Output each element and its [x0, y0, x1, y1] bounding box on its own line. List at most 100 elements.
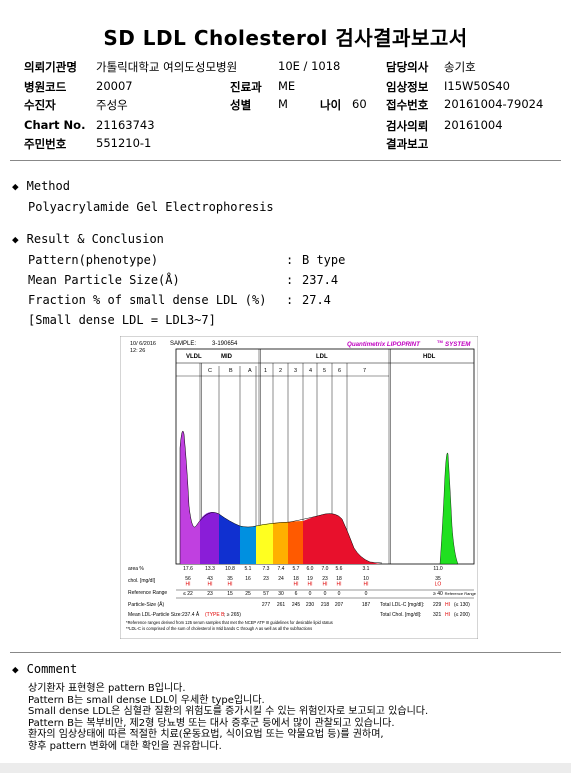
method-heading-text: Method — [26, 179, 70, 193]
band-label-1: 1 — [264, 368, 267, 374]
ref-value: 0 — [338, 591, 341, 597]
band-c — [200, 512, 219, 564]
result-colon: : — [286, 273, 294, 287]
trace-line — [179, 430, 383, 564]
footnote-2: **LDL-C is comprised of the sum of chole… — [126, 626, 312, 631]
area-value: 7.4 — [278, 566, 285, 572]
area-value: 10.8 — [225, 566, 235, 572]
dept-label: 진료과 — [230, 80, 262, 94]
chol-value: 43 — [207, 576, 213, 582]
result-heading-text: Result & Conclusion — [26, 232, 164, 246]
row-area-label: area % — [128, 566, 144, 572]
inst-value: 가톨릭대학교 여의도성모병원 — [96, 60, 238, 74]
ref-value: 6 — [295, 591, 298, 597]
chol-value: 10 — [363, 576, 369, 582]
particle-columns: 277 261 245 230 218 207 187 — [262, 602, 371, 608]
age-label: 나이 — [320, 98, 342, 112]
group-hdl: HDL — [423, 354, 436, 360]
method-heading: ◆ Method — [12, 179, 70, 193]
row-ref-label: Reference Range — [128, 590, 167, 596]
total-chol-value: 321 — [433, 612, 442, 618]
group-mid: MID — [221, 354, 233, 360]
band-label-c: C — [208, 368, 212, 374]
band-a — [240, 526, 256, 564]
chol-value: 23 — [263, 576, 269, 582]
recv-value: 20161004-79024 — [444, 97, 544, 111]
comment-line: Pattern B는 small dense LDL이 우세한 type입니다. — [28, 694, 265, 706]
ref-value: 0 — [324, 591, 327, 597]
mean-ldl-type: (TYPE B — [205, 612, 225, 618]
particle-size-value: 230 — [306, 602, 315, 608]
group-ldl: LDL — [316, 354, 328, 360]
band-label-a: A — [248, 368, 252, 374]
ref-value: 57 — [263, 591, 269, 597]
group-vldl: VLDL — [186, 354, 202, 360]
area-value: 13.3 — [205, 566, 215, 572]
result-note: [Small dense LDL = LDL3~7] — [28, 313, 216, 327]
area-value: 11.0 — [433, 566, 443, 572]
result-label-size: Mean Particle Size(Å) — [28, 273, 180, 287]
rrn-label: 주민번호 — [24, 137, 67, 151]
report-title: SD LDL Cholesterol 검사결과보고서 — [103, 26, 468, 50]
band-label-5: 5 — [323, 368, 326, 374]
chol-flag: HI — [186, 582, 191, 588]
comment-line: 상기환자 표현형은 pattern B입니다. — [28, 683, 186, 694]
band-label-6: 6 — [338, 368, 341, 374]
req-label: 검사의뢰 — [386, 119, 429, 133]
ref-value: 0 — [309, 591, 312, 597]
vldl-peak — [180, 431, 200, 564]
dept-value: ME — [278, 79, 296, 93]
result-label-fraction: Fraction % of small dense LDL (%) — [28, 293, 267, 307]
result-colon: : — [286, 293, 294, 307]
chol-flag: HI — [228, 582, 233, 588]
total-chol-flag: HI — [445, 612, 450, 618]
diamond-bullet-icon: ◆ — [12, 180, 19, 193]
chol-value: 24 — [278, 576, 284, 582]
particle-size-value: 261 — [277, 602, 286, 608]
ref-value: 25 — [245, 591, 251, 597]
ref-value: 0 — [365, 591, 368, 597]
particle-label: Particle-Size (Å) — [128, 601, 164, 608]
brand-suffix: SYSTEM — [445, 341, 471, 348]
band-label-3: 3 — [294, 368, 297, 374]
total-ldl-label: Total LDL-C [mg/dl]: — [380, 602, 424, 608]
recv-label: 접수번호 — [386, 98, 429, 112]
electropherogram — [179, 430, 459, 565]
hdl-peak — [439, 452, 459, 565]
band-ldl1 — [256, 523, 273, 564]
chol-value: 16 — [245, 576, 251, 582]
chol-value: 35 — [435, 576, 441, 582]
chol-flag: LO — [435, 582, 442, 588]
sex-label: 성별 — [230, 98, 252, 112]
chol-flag: HI — [323, 582, 328, 588]
chart-value: 21163743 — [96, 118, 155, 132]
brand-name: Quantimetrix LIPOPRINT — [347, 341, 421, 348]
chol-value: 19 — [307, 576, 313, 582]
header-divider — [10, 160, 561, 161]
chol-value: 18 — [293, 576, 299, 582]
result-value-fraction: 27.4 — [302, 293, 331, 307]
band-ldl3 — [288, 521, 303, 564]
clin-label: 임상정보 — [386, 80, 429, 94]
band-ldl4-7 — [303, 513, 380, 564]
figure-time: 12: 26 — [130, 348, 145, 354]
diamond-bullet-icon: ◆ — [12, 663, 19, 676]
page-footer-strip — [0, 763, 571, 773]
comment-line: Pattern B는 복부비만, 제2형 당뇨병 또는 대사 증후군 등에서 많… — [28, 717, 395, 729]
total-ldl-flag: HI — [445, 602, 450, 608]
band-label-7: 7 — [363, 368, 366, 374]
sample-value: 3-190654 — [212, 341, 238, 347]
total-ldl-value: 229 — [433, 602, 442, 608]
row-chol-label: chol. [mg/dl] — [128, 578, 156, 584]
patient-value: 주성우 — [96, 98, 128, 112]
ref-value: ≥ 40 — [433, 591, 443, 597]
req-value: 20161004 — [444, 118, 503, 132]
band-labels: C B A 1 2 3 4 5 6 7 — [208, 368, 366, 374]
sample-label: SAMPLE: — [170, 341, 196, 347]
comment-line: 환자의 임상상태에 따른 적절한 치료(운동요법, 식이요법 또는 약물요법 등… — [28, 729, 384, 740]
lipoprint-figure: 10/ 6/2016 12: 26 SAMPLE: 3-190654 Quant… — [120, 336, 478, 639]
inst-label: 의뢰기관명 — [24, 60, 77, 74]
result-colon: : — [286, 253, 294, 267]
total-ldl-ref: (≤ 130) — [454, 602, 470, 608]
